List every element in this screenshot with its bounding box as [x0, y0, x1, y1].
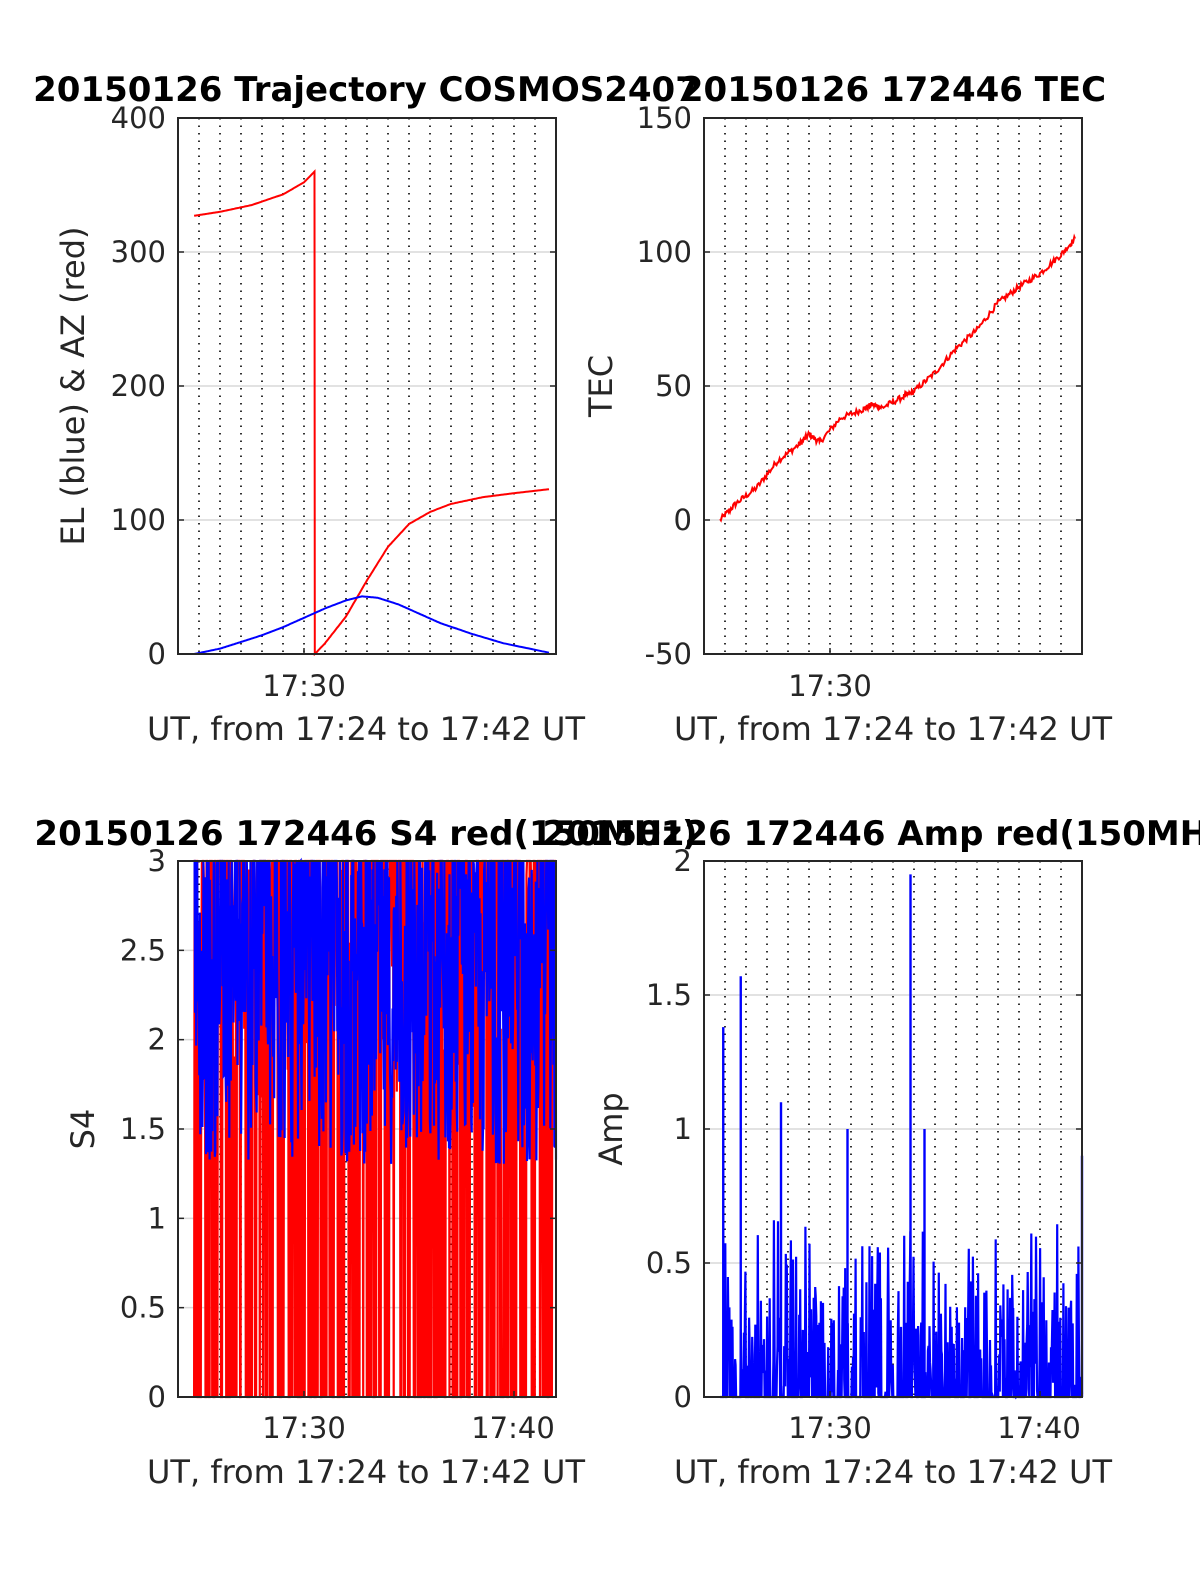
tec-ytick-label: 100	[637, 235, 692, 269]
trajectory-ytick-label: 0	[148, 637, 166, 671]
tec-ytick-label: 150	[637, 101, 692, 135]
amp-ytick-label: 1.5	[646, 978, 692, 1012]
trajectory-ylabel: EL (blue) & AZ (red)	[54, 226, 92, 545]
trajectory-series-red	[193, 169, 550, 657]
trajectory-ytick-label: 400	[111, 101, 166, 135]
trajectory-xtick-label: 17:30	[262, 669, 346, 703]
panel-s4: 20150126 172446 S4 red(150MHz) 0 0.5 1 1.5 2…	[34, 814, 697, 1491]
tec-ytick-label: 0	[674, 503, 692, 537]
s4-xtick-label-1: 17:30	[262, 1411, 346, 1445]
s4-xtick-label-2: 17:40	[471, 1411, 555, 1445]
s4-ylabel: S4	[64, 1109, 102, 1150]
tec-ytick-label: -50	[645, 637, 692, 671]
s4-ytick-label: 0	[148, 1380, 166, 1414]
s4-ytick-label: 3	[148, 844, 166, 878]
s4-series	[193, 857, 558, 1399]
trajectory-series	[193, 169, 550, 657]
tec-series-red	[719, 233, 1076, 523]
s4-ytick-label: 0.5	[120, 1291, 166, 1325]
s4-ytick-label: 2.5	[120, 933, 166, 967]
s4-ytick-label: 2	[148, 1023, 166, 1057]
amp-ytick-label: 0.5	[646, 1246, 692, 1280]
trajectory-ytick-label: 300	[111, 235, 166, 269]
trajectory-ytick-label: 200	[111, 369, 166, 403]
amp-ytick-label: 0	[674, 1380, 692, 1414]
tec-title: 20150126 172446 TEC	[680, 70, 1106, 110]
amp-series	[720, 874, 1084, 1400]
s4-title: 20150126 172446 S4 red(150MHz)	[34, 814, 697, 854]
tec-ytick-label: 50	[655, 369, 692, 403]
s4-xlabel: UT, from 17:24 to 17:42 UT	[147, 1453, 585, 1491]
tec-ylabel: TEC	[582, 355, 620, 418]
s4-ytick-label: 1.5	[120, 1112, 166, 1146]
trajectory-title: 20150126 Trajectory COSMOS2407	[33, 70, 699, 110]
trajectory-xlabel: UT, from 17:24 to 17:42 UT	[147, 710, 585, 748]
tec-xtick-label: 17:30	[788, 669, 872, 703]
amp-ytick-label: 1	[674, 1112, 692, 1146]
tec-series	[719, 233, 1076, 523]
amp-xlabel: UT, from 17:24 to 17:42 UT	[674, 1453, 1112, 1491]
tec-xlabel: UT, from 17:24 to 17:42 UT	[674, 710, 1112, 748]
amp-xtick-label-2: 17:40	[997, 1411, 1081, 1445]
amp-title: 20150126 172446 Amp red(150MHz)	[542, 814, 1200, 854]
trajectory-ytick-label: 100	[111, 503, 166, 537]
amp-xtick-label-1: 17:30	[788, 1411, 872, 1445]
panel-tec: 20150126 172446 TEC -50 0 50 100 150 17:30 U…	[582, 70, 1112, 748]
trajectory-series-blue	[193, 595, 550, 655]
amp-ytick-label: 2	[674, 844, 692, 878]
panel-trajectory: 20150126 Trajectory COSMOS2407 0 100 200 30…	[33, 70, 699, 748]
amp-ylabel: Amp	[592, 1092, 630, 1165]
s4-ytick-label: 1	[148, 1201, 166, 1235]
panel-amp: 20150126 172446 Amp red(150MHz) 0 0.5 1 1.5…	[542, 814, 1200, 1491]
